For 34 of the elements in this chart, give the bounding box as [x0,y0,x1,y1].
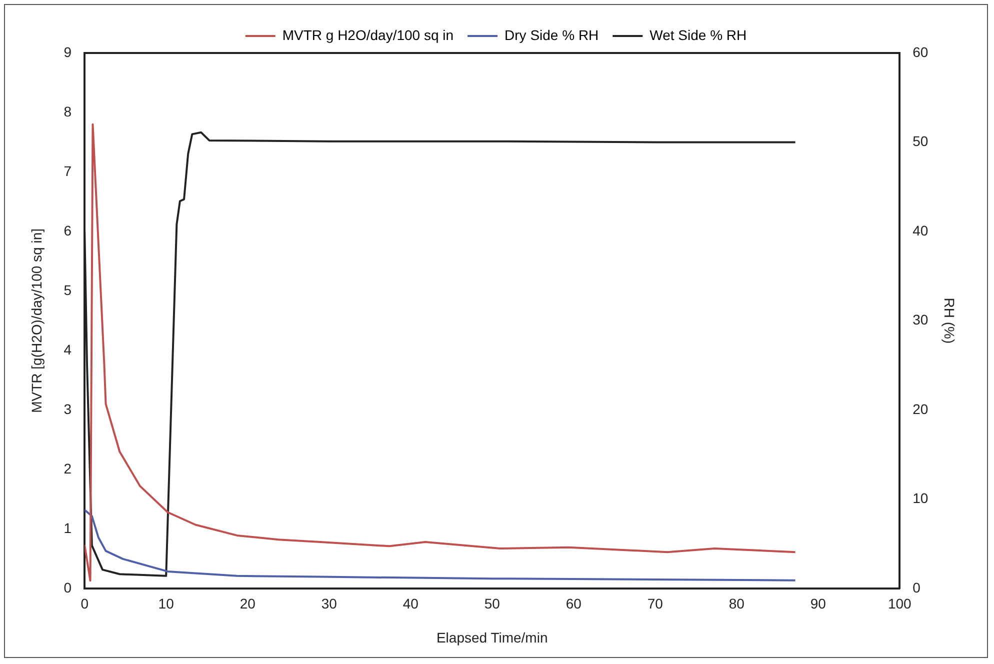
x-tick-label: 80 [728,596,745,612]
y2-tick-label: 10 [912,490,928,506]
x-tick-label: 60 [566,596,582,612]
legend-label: Dry Side % RH [504,26,599,43]
y-tick-label: 4 [64,341,72,358]
y-tick-label: 8 [64,103,72,120]
x-tick-label: 50 [484,596,500,612]
y2-tick-label: 60 [912,44,928,60]
x-tick-label: 0 [80,596,89,612]
y-tick-label: 0 [64,579,72,596]
y-tick-label: 6 [64,222,72,238]
y-axis-title: MVTR [g(H2O)/day/100 sq in] [28,228,44,413]
x-tick-label: 30 [321,596,338,612]
y-tick-label: 5 [64,282,72,298]
y2-axis-title: RH (%) [942,298,958,344]
y2-tick-label: 40 [912,222,928,238]
x-tick-label: 20 [240,596,256,612]
y-tick-label: 3 [64,400,72,417]
y2-tick-label: 50 [912,133,928,150]
y2-tick-label: 0 [912,579,921,596]
x-tick-label: 40 [402,596,419,612]
x-tick-label: 70 [647,596,664,612]
legend-label: Wet Side % RH [650,26,747,43]
y2-tick-label: 20 [912,400,928,417]
y-tick-label: 2 [64,460,72,476]
x-axis-title: Elapsed Time/min [436,629,548,646]
y-tick-label: 7 [64,162,72,179]
x-tick-label: 10 [158,596,174,612]
legend-label: MVTR g H2O/day/100 sq in [282,26,454,43]
y2-tick-label: 30 [912,312,928,328]
y-tick-label: 1 [64,520,72,536]
y-tick-label: 9 [64,44,72,60]
x-tick-label: 90 [810,596,826,612]
x-tick-label: 100 [888,596,912,612]
